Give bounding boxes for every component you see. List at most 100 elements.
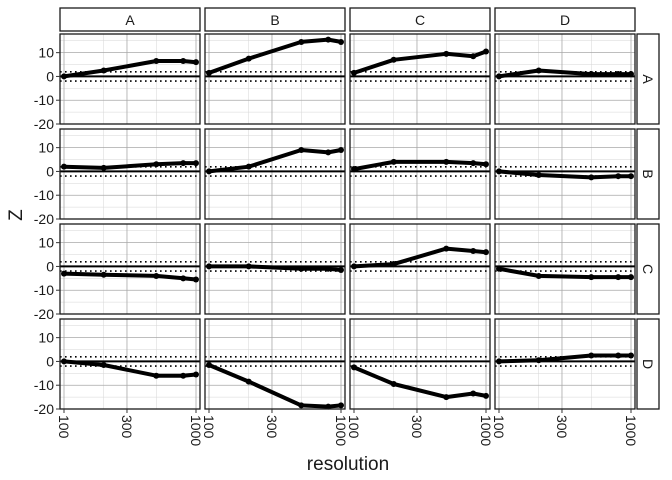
data-point [338,38,344,45]
panel-border [349,128,491,220]
facet-panels [59,33,636,410]
panel-D-B [204,318,346,410]
data-point [351,263,357,270]
data-point [628,71,634,78]
data-point [298,147,305,154]
panel-C-C [349,223,491,315]
panel-background [350,224,490,314]
data-point [180,372,187,379]
col-strip-label: D [560,12,570,28]
data-point [153,57,160,64]
y-tick-label: 0 [46,163,54,179]
panel-border [59,318,201,410]
x-tick-label: 100 [201,415,217,439]
panel-border [349,223,491,315]
data-point [535,272,542,279]
data-point [325,265,332,272]
data-point [443,394,450,401]
row-strip-label: C [640,264,656,274]
panel-border [494,318,636,410]
data-point [535,172,542,178]
panel-border [204,128,346,220]
col-strip-B [204,7,346,32]
data-point [193,160,199,167]
data-point [588,71,595,78]
panel-border [59,128,201,220]
panel-background [495,319,635,409]
panel-A-D [494,33,636,125]
col-strip-label: C [415,12,425,28]
data-point [206,168,212,175]
row-strip-D [636,318,660,410]
data-point [390,56,397,63]
data-point [496,73,502,80]
panel-background [350,129,490,219]
x-tick-label: 300 [119,415,135,439]
x-tick-label: 300 [264,415,280,439]
panel-border [494,223,636,315]
data-point [100,271,107,278]
row-strip-label: A [640,74,656,84]
x-tick-label: 300 [554,415,570,439]
data-point [245,163,252,170]
col-strip-C [349,7,491,32]
panel-border [494,33,636,125]
facet-strips: A B C D A B C D [59,7,660,410]
panel-D-A [59,318,201,410]
panel-background [350,34,490,124]
row-strip-label: D [640,359,656,369]
data-point [100,362,107,368]
data-point [351,166,357,173]
data-point [628,173,634,180]
data-point [470,53,477,60]
panel-border [59,223,201,315]
data-point [61,358,67,365]
data-point [298,38,305,45]
data-point [61,163,67,170]
x-tick-label: 1000 [623,415,639,446]
data-point [180,57,187,64]
row-strip-C [636,223,660,315]
data-point [245,378,252,385]
data-point [338,147,344,154]
panel-A-C [349,33,491,125]
data-point [245,55,252,62]
data-point [100,164,107,171]
row-strip-label: B [640,169,656,178]
data-point [628,274,634,281]
data-point [535,67,542,74]
data-point [351,69,357,76]
panel-border [494,128,636,220]
x-tick-label: 1000 [188,415,204,446]
data-point [483,48,489,55]
panel-border [59,33,201,125]
panel-D-D [494,318,636,410]
data-point [325,36,332,43]
data-point [588,174,595,181]
data-point [153,372,160,379]
data-point [180,275,187,282]
data-point [61,73,67,80]
data-point [615,71,622,78]
data-point [325,403,332,410]
data-point [470,160,477,167]
panel-background [60,224,200,314]
y-tick-label: -20 [34,401,54,417]
x-axis-title: resolution [307,454,389,475]
panel-background [60,34,200,124]
x-tick-label: 1000 [333,415,349,446]
x-tick-label: 1000 [478,415,494,446]
panel-border [349,318,491,410]
data-point [180,160,187,167]
panel-A-A [59,33,201,125]
data-point [628,352,634,359]
panel-B-A [59,128,201,220]
y-tick-label: 0 [46,68,54,84]
data-point [298,402,305,409]
panel-B-D [494,128,636,220]
panel-C-B [204,223,346,315]
data-point [206,263,212,270]
panel-D-C [349,318,491,410]
y-tick-label: -10 [34,377,54,393]
